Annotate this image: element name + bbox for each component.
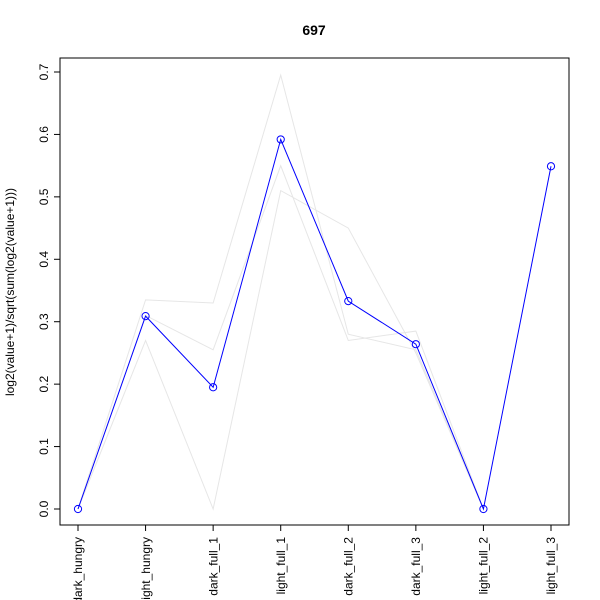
y-tick-label: 0.5: [37, 188, 51, 205]
data-point: [411, 340, 420, 349]
x-tick-label: dark_full_1: [206, 537, 220, 596]
background-series-line: [77, 73, 484, 510]
y-tick-label: 0.3: [37, 313, 51, 330]
y-tick-label: 0.6: [37, 126, 51, 143]
x-tick-label: light_full_3: [544, 537, 558, 595]
y-tick-label: 0.4: [37, 251, 51, 268]
x-tick-label: light_full_1: [274, 537, 288, 595]
data-point: [276, 135, 285, 144]
y-tick-label: 0.7: [37, 63, 51, 80]
x-tick-label: light_full_2: [477, 537, 491, 595]
data-point: [546, 162, 556, 171]
chart-title: 697: [302, 22, 326, 38]
main-series-group: [73, 135, 556, 514]
data-point: [141, 311, 150, 321]
data-point: [73, 504, 83, 514]
x-tick-label: dark_full_3: [409, 537, 423, 596]
data-point: [209, 383, 218, 392]
x-tick-label: light_hungry: [139, 537, 153, 600]
plot-frame: [59, 57, 570, 526]
data-point: [479, 504, 488, 514]
background-series-line: [77, 164, 484, 510]
x-tick-label: dark_full_2: [341, 537, 355, 596]
y-tick-label: 0.0: [37, 500, 51, 517]
x-tick-label: dark_hungry: [71, 537, 85, 600]
y-axis-label: log2(value+1)/sqrt(sum(log2(value+1))): [3, 188, 17, 396]
data-point: [344, 297, 353, 306]
y-tick-label: 0.1: [37, 438, 51, 455]
y-tick-label: 0.2: [37, 375, 51, 392]
background-series-line: [77, 189, 484, 511]
axes-group: 0.0 0.1 0.2 0.3 0.4 0.5 0.6 0.7 dark_hungry light…: [37, 57, 570, 600]
series-line: [77, 137, 552, 511]
